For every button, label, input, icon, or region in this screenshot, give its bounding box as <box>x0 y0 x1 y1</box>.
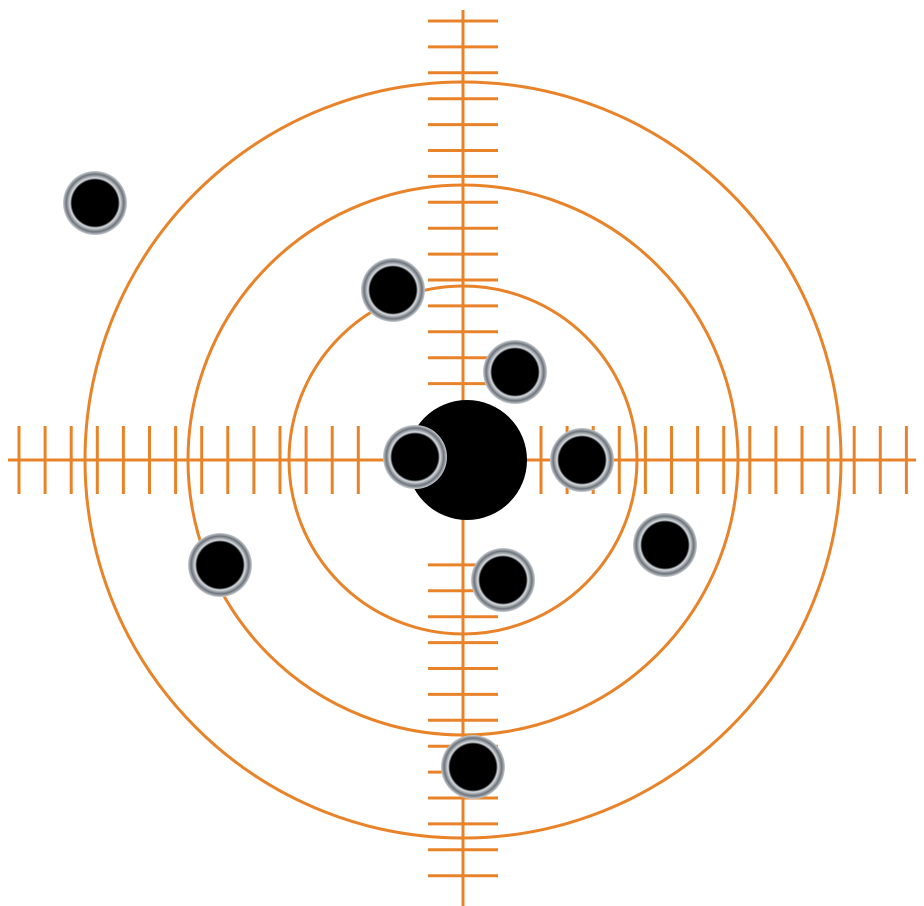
hole <box>492 349 538 395</box>
hole <box>642 522 688 568</box>
hole <box>450 744 496 790</box>
hole <box>480 557 526 603</box>
bullet-holes <box>63 171 697 799</box>
hole <box>197 542 243 588</box>
hole <box>392 434 438 480</box>
hole <box>370 267 416 313</box>
hole <box>72 180 118 226</box>
hole <box>559 437 605 483</box>
bullseye <box>407 400 527 520</box>
